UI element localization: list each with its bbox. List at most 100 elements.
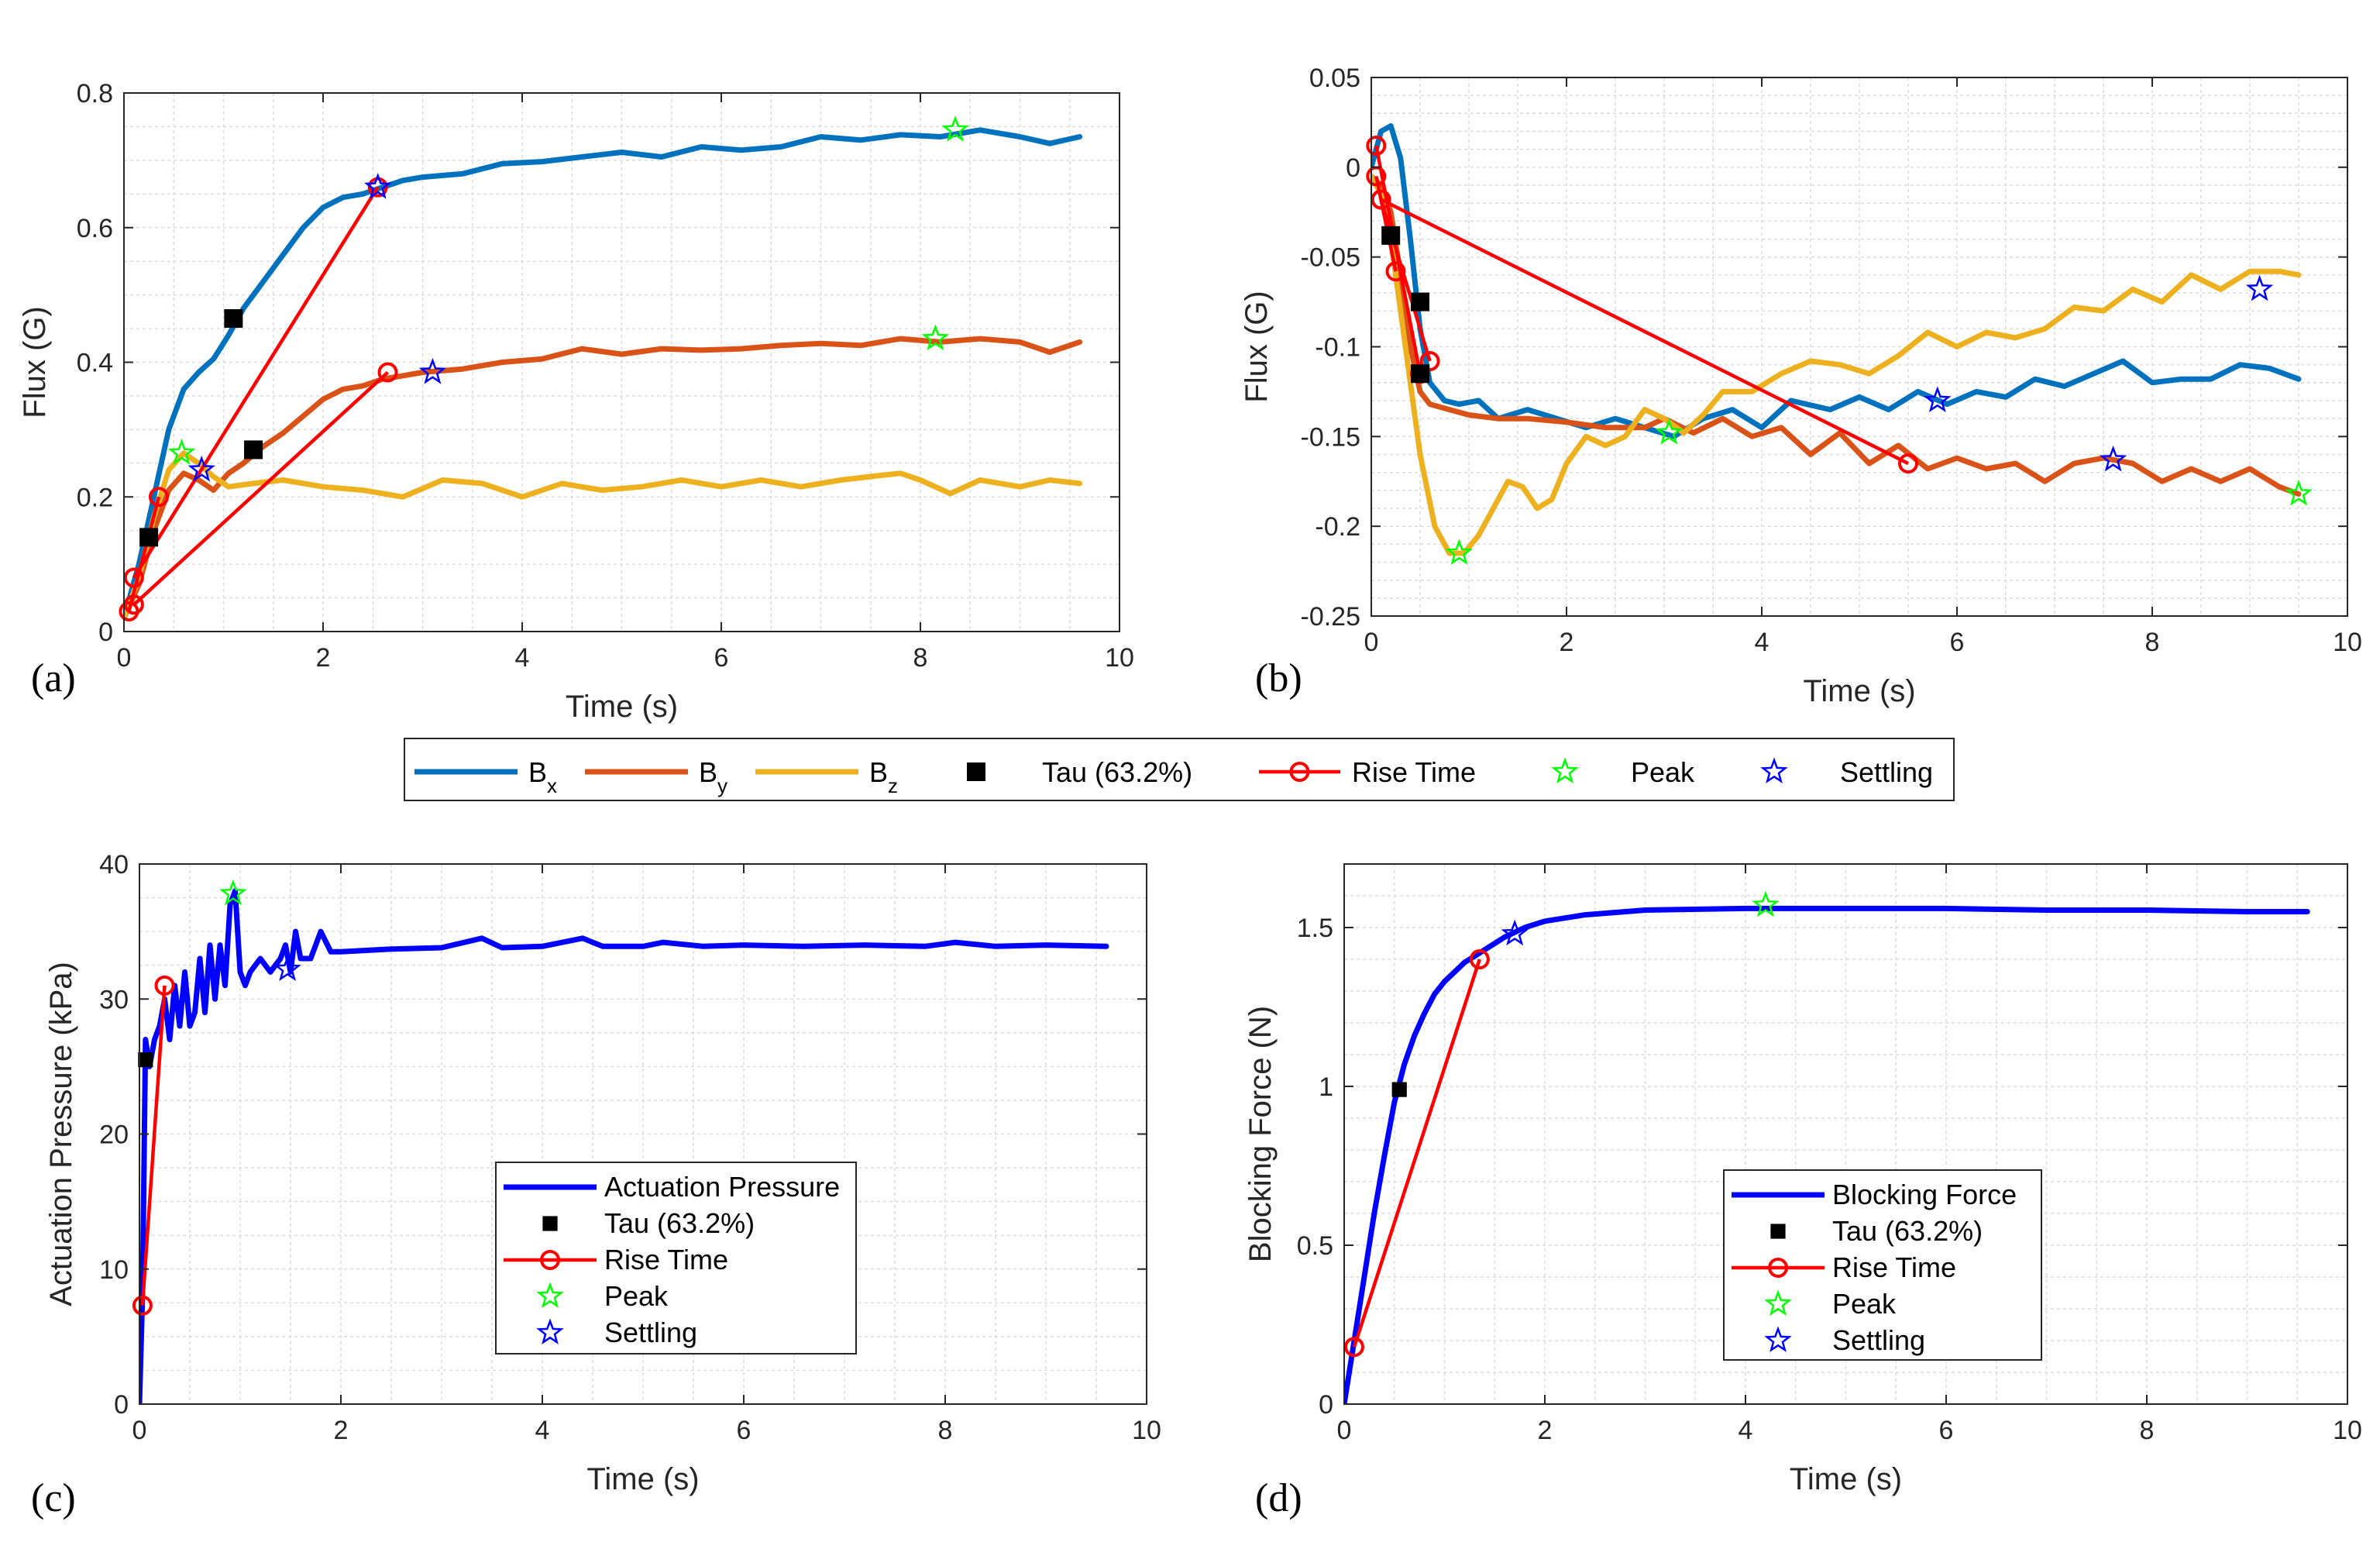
legend-label-base: B: [869, 756, 888, 788]
x-tick-label: 2: [1538, 1416, 1553, 1445]
settling-marker: [187, 455, 215, 482]
x-tick-label: 8: [938, 1416, 953, 1445]
legend-label: Bx: [528, 756, 557, 797]
legend-label: Rise Time: [1352, 756, 1476, 788]
x-tick-label: 4: [535, 1416, 550, 1445]
legend-swatch-marker: [536, 1318, 564, 1344]
axes-box: [1343, 863, 2348, 1405]
legend-label: Rise Time: [604, 1244, 728, 1275]
x-tick-label: 2: [316, 643, 331, 673]
rise-time-marker: [132, 1295, 153, 1316]
x-tick-label: 4: [1739, 1416, 1753, 1445]
series-line-bz: [1371, 173, 2302, 556]
rise-time-line: [1352, 959, 1481, 1348]
y-tick-label: -0.05: [1301, 243, 1361, 273]
tau-marker: [244, 440, 263, 460]
x-tick-label: 0: [1337, 1416, 1352, 1445]
peak-marker: [1445, 539, 1474, 566]
series-line-bx: [124, 127, 1083, 621]
legend-swatch-marker: [1760, 757, 1788, 783]
peak-marker: [941, 115, 969, 142]
panel-label-c: (c): [31, 1476, 76, 1520]
x-tick-label: 0: [1364, 628, 1379, 657]
settling-marker: [364, 173, 392, 199]
peak-marker: [2285, 479, 2313, 506]
legend-swatch-marker: [542, 1216, 558, 1231]
peak-marker: [219, 879, 247, 906]
tau-marker: [224, 309, 243, 329]
rise-time-marker: [148, 487, 169, 508]
panel-b: 0 2 4 6 8 10 -0.25 -0.2 -0.15 -0.1 -0.05 0 0.05 Time …: [1240, 64, 2362, 708]
series-line-bx: [1371, 123, 2302, 439]
x-tick-label: 2: [1560, 628, 1574, 657]
legend-swatch-marker: [1764, 1326, 1792, 1352]
settling-marker: [2099, 445, 2127, 472]
tau-marker: [1391, 1082, 1407, 1097]
x-tick-label: 6: [737, 1416, 751, 1445]
x-tick-label: 6: [1950, 628, 1965, 657]
legend-swatch-marker: [1551, 757, 1579, 783]
panel-label-b: (b): [1255, 656, 1302, 700]
peak-marker: [1655, 418, 1684, 445]
rise-time-marker: [1898, 453, 1918, 474]
legend-label: Tau (63.2%): [1832, 1215, 1983, 1247]
y-axis-label: Actuation Pressure (kPa): [44, 962, 78, 1306]
rise-time-marker: [1343, 1337, 1364, 1358]
y-axis-label: Blocking Force (N): [1243, 1006, 1278, 1262]
y-tick-label: 1: [1319, 1072, 1333, 1102]
series-group: [1371, 123, 2302, 556]
settling-marker: [1924, 386, 1952, 412]
x-tick-label: 8: [2140, 1416, 2155, 1445]
series-line-bz: [124, 450, 1083, 621]
legend-label: Actuation Pressure: [604, 1171, 840, 1203]
rise-time-marker: [123, 594, 144, 615]
tau-marker: [1411, 364, 1429, 384]
settling-marker: [1501, 919, 1529, 946]
panel-c: 0 2 4 6 8 10 0 10 20 30 40 Time (s) Actuation Pressu…: [44, 850, 1161, 1496]
y-tick-label: 1.5: [1297, 914, 1333, 943]
legend-label: Peak: [1631, 756, 1695, 788]
series-line-blue: [139, 888, 1109, 1404]
y-tick-label: -0.25: [1301, 602, 1361, 632]
legend-label: Bz: [869, 756, 898, 797]
settling-marker: [418, 357, 446, 384]
y-tick-label: 0: [114, 1390, 129, 1420]
legend-label: Rise Time: [1832, 1251, 1956, 1283]
legend-label-base: B: [699, 756, 717, 788]
series-group: [139, 888, 1109, 1404]
peak-marker: [1752, 890, 1780, 917]
legend-label-sub: y: [717, 774, 727, 797]
x-tick-label: 2: [334, 1416, 349, 1445]
x-axis-label: Time (s): [1803, 674, 1915, 708]
panel-legend: Actuation Pressure Tau (63.2%) Rise Time Pe…: [495, 1162, 857, 1355]
y-tick-label: 0.8: [77, 79, 113, 108]
legend-label: Settling: [1840, 756, 1933, 788]
rise-time-line: [1380, 198, 1910, 466]
legend-label: Tau (63.2%): [1042, 756, 1192, 788]
rise-time-marker: [1469, 949, 1490, 969]
x-tick-label: 4: [1755, 628, 1770, 657]
series-group: [1344, 905, 2310, 1404]
tau-marker: [1381, 225, 1401, 245]
rise-time-line: [140, 985, 167, 1306]
legend-top: Bx By Bz Tau (63.2%) Rise Time Peak Settling: [404, 738, 1955, 801]
x-tick-label: 8: [2145, 628, 2160, 657]
legend-label: Tau (63.2%): [604, 1207, 755, 1239]
x-tick-label: 10: [1105, 643, 1134, 673]
legend-swatch-marker: [1768, 1258, 1788, 1278]
tau-marker: [138, 1052, 153, 1068]
legend-label: Blocking Force: [1832, 1179, 2017, 1210]
x-tick-label: 10: [2333, 628, 2362, 657]
legend-swatch-marker: [1289, 762, 1310, 782]
tau-marker: [139, 528, 159, 547]
peak-marker: [167, 439, 196, 465]
settling-marker: [273, 955, 301, 982]
peak-marker: [921, 324, 949, 351]
series-line-by: [124, 336, 1083, 621]
y-tick-label: 40: [99, 850, 129, 879]
rise-time-marker: [367, 177, 388, 198]
x-tick-label: 10: [1132, 1416, 1161, 1445]
legend-label: Peak: [604, 1280, 669, 1312]
y-tick-label: 0: [1319, 1390, 1333, 1420]
legend-label-sub: z: [888, 774, 898, 797]
